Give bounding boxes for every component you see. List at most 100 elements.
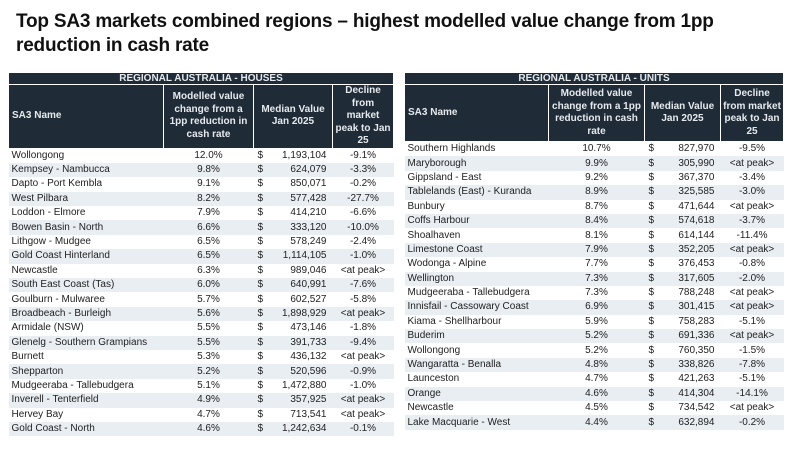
value-change-cell: 6.5% xyxy=(197,236,220,248)
table-row: Launceston 4.7% $421,263 -5.1% xyxy=(405,372,784,386)
table-row: Broadbeach - Burleigh 5.6% $1,898,929 <at p… xyxy=(8,306,394,322)
column-header-change: Modelled value change from a 1pp reducti… xyxy=(548,84,645,142)
column-header-change: Modelled value change from a 1pp reducti… xyxy=(163,84,254,149)
currency-symbol: $ xyxy=(253,191,268,207)
decline-cell: <at peak> xyxy=(720,300,784,315)
median-value-cell: 333,120 xyxy=(267,220,333,235)
sa3-name-cell: Bowen Basin - North xyxy=(8,220,164,235)
median-value-cell: 614,144 xyxy=(678,229,715,241)
table-row: Wellington 7.3% $317,605 -2.0% xyxy=(404,271,784,286)
currency-symbol: $ xyxy=(648,344,655,356)
sa3-name-cell: Orange xyxy=(404,386,549,402)
median-value-cell: 578,249 xyxy=(290,236,327,248)
value-change-cell: 5.2% xyxy=(585,344,608,356)
decline-cell: -6.6% xyxy=(349,207,377,219)
decline-cell: -5.8% xyxy=(349,293,377,305)
median-value-cell: 325,585 xyxy=(658,185,721,200)
median-value-cell: 391,733 xyxy=(267,335,333,350)
currency-symbol: $ xyxy=(648,373,655,385)
table-row: Coffs Harbour 8.4% $574,618 -3.7% xyxy=(404,213,784,229)
currency-symbol: $ xyxy=(648,200,655,212)
decline-cell: -7.8% xyxy=(720,357,784,373)
table-row: Loddon - Elmore 7.9% $414,210 -6.6% xyxy=(9,206,394,220)
currency-symbol: $ xyxy=(648,171,655,183)
value-change-cell: 4.4% xyxy=(548,415,645,430)
currency-symbol: $ xyxy=(253,162,268,178)
sa3-name-cell: Limestone Coast xyxy=(404,242,549,258)
median-value-cell: 624,079 xyxy=(267,162,333,178)
table-row: Newcastle 4.5% $734,542 <at peak> xyxy=(405,401,784,415)
value-change-cell: 4.8% xyxy=(548,357,645,373)
value-change-cell: 6.9% xyxy=(548,300,645,315)
sa3-name-cell: Wangaratta - Benalla xyxy=(404,357,549,373)
sa3-name-cell: Coffs Harbour xyxy=(404,213,549,229)
sa3-name-cell: Hervey Bay xyxy=(11,408,64,420)
value-change-cell: 7.3% xyxy=(585,287,608,299)
sa3-name-cell: Mudgeeraba - Tallebudgera xyxy=(407,287,530,299)
currency-symbol: $ xyxy=(257,293,264,305)
sa3-name-cell: Southern Highlands xyxy=(407,143,496,155)
table-row: Buderim 5.2% $691,336 <at peak> xyxy=(404,329,784,344)
decline-cell: <at peak> xyxy=(729,200,775,212)
table-row: Tablelands (East) - Kuranda 8.9% $325,585-… xyxy=(404,185,784,200)
value-change-cell: 9.1% xyxy=(197,178,220,190)
value-change-cell: 5.9% xyxy=(585,315,608,327)
decline-cell: -10.0% xyxy=(332,220,394,235)
value-change-cell: 7.3% xyxy=(548,271,645,286)
table-row: Maryborough 9.9% $305,990 <at peak> xyxy=(404,156,784,171)
currency-symbol: $ xyxy=(648,287,655,299)
table-row: Shepparton 5.2% $520,596 -0.9% xyxy=(8,364,394,379)
table-row: Shoalhaven 8.1% $614,144 -11.4% xyxy=(405,228,784,242)
median-value-cell: 520,596 xyxy=(267,364,333,379)
value-change-cell: 8.4% xyxy=(548,213,645,229)
median-value-cell: 1,242,634 xyxy=(267,421,333,437)
sa3-name-cell: Newcastle xyxy=(407,402,454,414)
value-change-cell: 12.0% xyxy=(194,149,223,161)
sa3-name-cell: Inverell - Tenterfield xyxy=(8,393,164,408)
table-row: South East Coast (Tas) 6.0% $640,991 -7.6% xyxy=(8,278,394,293)
median-value-cell: 577,428 xyxy=(267,191,333,207)
value-change-cell: 4.9% xyxy=(163,393,254,408)
column-header-decline: Decline from market peak to Jan 25 xyxy=(331,84,395,149)
table-row: Inverell - Tenterfield 4.9% $357,925 <at pe… xyxy=(8,393,394,408)
currency-symbol: $ xyxy=(257,178,264,190)
currency-symbol: $ xyxy=(644,271,659,286)
decline-cell: -27.7% xyxy=(332,191,394,207)
median-value-cell: 640,991 xyxy=(267,278,333,293)
units-table: REGIONAL AUSTRALIA - UNITS SA3 Name Mode… xyxy=(403,72,785,430)
value-change-cell: 6.3% xyxy=(197,264,220,276)
decline-cell: <at peak> xyxy=(340,408,386,420)
table-row: Bunbury 8.7% $471,644 <at peak> xyxy=(405,200,784,214)
table-row: Innisfail - Cassowary Coast 6.9% $301,415 <… xyxy=(404,300,784,315)
value-change-cell: 8.1% xyxy=(585,229,608,241)
table-row: Lake Macquarie - West 4.4% $632,894 -0.2% xyxy=(404,415,784,430)
decline-cell: -0.2% xyxy=(720,415,784,430)
median-value-cell: 760,350 xyxy=(678,344,715,356)
table-row: Orange 4.6% $414,304 -14.1% xyxy=(404,386,784,402)
sa3-name-cell: Burnett xyxy=(11,351,44,363)
median-value-cell: 989,046 xyxy=(290,264,327,276)
sa3-name-cell: Maryborough xyxy=(404,156,549,171)
value-change-cell: 6.6% xyxy=(163,220,254,235)
median-value-cell: 367,370 xyxy=(678,171,715,183)
currency-symbol: $ xyxy=(257,264,264,276)
sa3-name-cell: Newcastle xyxy=(11,264,58,276)
table-row: Mudgeeraba - Tallebudgera 7.3% $788,248 <at… xyxy=(405,286,784,300)
decline-cell: <at peak> xyxy=(720,156,784,171)
value-change-cell: 4.5% xyxy=(585,402,608,414)
value-change-cell: 4.7% xyxy=(197,408,220,420)
median-value-cell: 1,898,929 xyxy=(267,306,333,322)
median-value-cell: 713,541 xyxy=(290,408,327,420)
sa3-name-cell: Wellington xyxy=(404,271,549,286)
currency-symbol: $ xyxy=(253,335,268,350)
sa3-name-cell: Loddon - Elmore xyxy=(11,207,86,219)
table-row: Gippsland - East 9.2% $367,370 -3.4% xyxy=(405,171,784,185)
value-change-cell: 5.2% xyxy=(163,364,254,379)
value-change-cell: 6.5% xyxy=(163,249,254,264)
table-row: Limestone Coast 7.9% $352,205 <at peak> xyxy=(404,242,784,258)
median-value-cell: 1,472,880 xyxy=(282,379,327,391)
table-row: Gold Coast - North 4.6% $1,242,634 -0.1% xyxy=(8,421,394,437)
median-value-cell: 574,618 xyxy=(658,213,721,229)
sa3-name-cell: Mudgeeraba - Tallebudgera xyxy=(11,379,134,391)
value-change-cell: 5.5% xyxy=(197,322,220,334)
